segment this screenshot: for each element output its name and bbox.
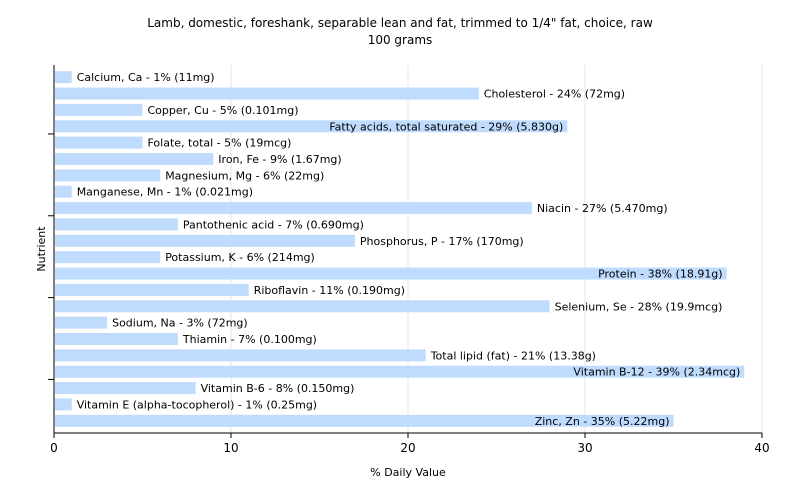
x-axis-label: % Daily Value xyxy=(370,466,446,479)
bar xyxy=(55,333,178,345)
bar-label: Vitamin B-6 - 8% (0.150mg) xyxy=(201,382,355,395)
bar xyxy=(55,136,143,149)
x-tick-label: 30 xyxy=(577,441,592,455)
bar-label: Vitamin E (alpha-tocopherol) - 1% (0.25m… xyxy=(77,398,317,411)
bar-label: Copper, Cu - 5% (0.101mg) xyxy=(148,104,299,117)
bar xyxy=(55,234,355,247)
bar xyxy=(55,316,108,329)
x-tick-label: 20 xyxy=(400,441,415,455)
bar xyxy=(55,103,143,116)
bar xyxy=(55,87,479,100)
bar xyxy=(55,153,214,165)
bar xyxy=(55,202,532,215)
bar xyxy=(55,71,72,84)
x-tick-label: 0 xyxy=(50,441,58,455)
bar xyxy=(55,267,727,280)
bar-label: Vitamin B-12 - 39% (2.34mcg) xyxy=(573,366,740,379)
bar xyxy=(55,169,161,182)
x-tick-label: 10 xyxy=(223,441,238,455)
bar xyxy=(55,382,196,395)
bar xyxy=(55,349,426,362)
bar-label: Manganese, Mn - 1% (0.021mg) xyxy=(77,186,253,199)
bar-label: Thiamin - 7% (0.100mg) xyxy=(182,333,317,346)
bar xyxy=(55,283,249,296)
bar xyxy=(55,251,161,264)
bar-label: Total lipid (fat) - 21% (13.38g) xyxy=(430,349,596,362)
chart-title: Lamb, domestic, foreshank, separable lea… xyxy=(147,16,653,30)
bars-group: Calcium, Ca - 1% (11mg) Cholesterol - 24%… xyxy=(55,71,745,428)
bar xyxy=(55,300,550,313)
bar xyxy=(55,185,72,198)
bar-label: Folate, total - 5% (19mcg) xyxy=(148,137,292,150)
bar xyxy=(55,218,178,231)
bar-label: Selenium, Se - 28% (19.9mcg) xyxy=(555,300,723,313)
x-ticks-group: 0 10 20 30 40 xyxy=(50,433,770,455)
y-axis-label: Nutrient xyxy=(35,226,48,272)
bar-label: Calcium, Ca - 1% (11mg) xyxy=(77,71,215,84)
bar-label: Protein - 38% (18.91g) xyxy=(598,268,723,281)
bar-label: Pantothenic acid - 7% (0.690mg) xyxy=(183,218,364,231)
bar-label: Fatty acids, total saturated - 29% (5.83… xyxy=(329,120,563,133)
bar-label: Potassium, K - 6% (214mg) xyxy=(165,251,315,264)
bar-label: Cholesterol - 24% (72mg) xyxy=(484,88,625,101)
bar-label: Zinc, Zn - 35% (5.22mg) xyxy=(535,415,670,428)
bar xyxy=(55,120,568,133)
bar xyxy=(55,398,72,411)
bar-label: Niacin - 27% (5.470mg) xyxy=(537,202,668,215)
bar-label: Sodium, Na - 3% (72mg) xyxy=(112,317,248,330)
bar-label: Iron, Fe - 9% (1.67mg) xyxy=(218,153,341,166)
bar xyxy=(55,414,674,427)
bar-label: Phosphorus, P - 17% (170mg) xyxy=(360,235,524,248)
x-tick-label: 40 xyxy=(754,441,769,455)
bar-label: Magnesium, Mg - 6% (22mg) xyxy=(165,169,324,182)
bar-label: Riboflavin - 11% (0.190mg) xyxy=(254,284,405,297)
chart-subtitle: 100 grams xyxy=(368,33,433,47)
bar xyxy=(55,365,745,378)
